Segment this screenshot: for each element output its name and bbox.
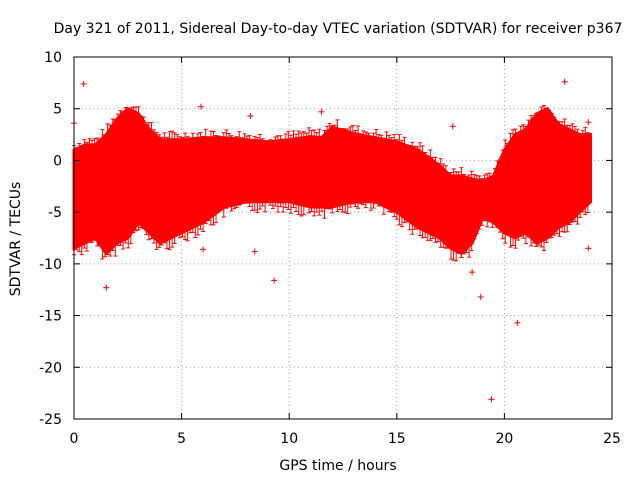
y-tick-label-1: -20 <box>39 360 62 376</box>
data-point-5 <box>247 112 254 119</box>
data-point-7 <box>271 277 278 284</box>
data-point-8 <box>318 108 325 115</box>
y-tick-label-3: -10 <box>39 257 62 273</box>
y-tick-label-7: 10 <box>44 50 62 66</box>
y-axis-label: SDTVAR / TECUs <box>8 182 24 297</box>
data-point-12 <box>488 396 495 403</box>
data-points <box>71 78 592 403</box>
data-point-14 <box>561 78 568 85</box>
data-point-1 <box>80 80 87 87</box>
data-point-16 <box>585 119 592 126</box>
x-tick-label-4: 20 <box>495 431 513 447</box>
data-point-3 <box>197 103 204 110</box>
data-point-11 <box>477 293 484 300</box>
plot-frame <box>73 56 613 420</box>
y-tick-label-6: 5 <box>53 102 62 118</box>
x-tick-label-0: 0 <box>70 431 79 447</box>
y-tick-label-2: -15 <box>39 309 62 325</box>
data-point-15 <box>585 245 592 252</box>
data-point-6 <box>251 248 258 255</box>
x-tick-label-2: 10 <box>280 431 298 447</box>
y-tick-label-4: -5 <box>48 205 62 221</box>
data-point-4 <box>200 246 207 253</box>
y-tick-label-5: 0 <box>53 153 62 169</box>
y-tick-label-0: -25 <box>39 412 62 428</box>
data-point-13 <box>514 319 521 326</box>
data-point-2 <box>103 284 110 291</box>
x-tick-label-1: 5 <box>177 431 186 447</box>
chart-title: Day 321 of 2011, Sidereal Day-to-day VTE… <box>54 21 623 37</box>
axis-ticks: 0 5 10 15 20 25 -25 -20 -15 -10 -5 0 5 10 <box>39 50 621 447</box>
x-tick-label-3: 15 <box>388 431 406 447</box>
data-point-9 <box>449 123 456 130</box>
data-point-10 <box>469 269 476 276</box>
x-tick-label-5: 25 <box>603 431 621 447</box>
x-axis-label: GPS time / hours <box>279 458 396 474</box>
